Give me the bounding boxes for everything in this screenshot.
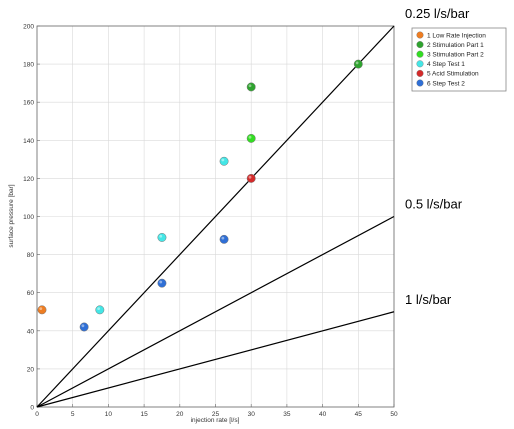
- y-tick-label: 100: [23, 214, 34, 221]
- legend-label: 5 Acid Stimulation: [427, 71, 479, 78]
- x-ticks: 0 5 10 15 20 25 30 35 40 45 50: [35, 404, 398, 418]
- legend-label: 4 Step Test 1: [427, 61, 465, 68]
- data-point: [157, 233, 167, 242]
- data-point: [246, 82, 256, 92]
- legend-box: [411, 27, 507, 92]
- x-tick-label: 15: [140, 411, 148, 418]
- data-points: [37, 59, 363, 332]
- x-tick-label: 25: [212, 411, 220, 418]
- reference-lines: 0.25 l/s/bar 0.5 l/s/bar 1 l/s/bar: [36, 6, 470, 408]
- reference-line-label: 0.5 l/s/bar: [405, 197, 463, 212]
- data-point-highlight: [221, 236, 225, 240]
- x-tick-label: 40: [319, 411, 327, 418]
- y-ticks: 0 20 40 60 80 100 120 140 160 180 200: [23, 24, 40, 412]
- y-tick-label: 180: [23, 62, 34, 69]
- data-point: [95, 305, 105, 315]
- legend-marker: [416, 69, 424, 77]
- x-tick-label: 35: [283, 411, 291, 418]
- data-point: [353, 59, 363, 69]
- legend: 1 Low Rate Injection 2 Stimulation Part 1…: [411, 27, 507, 92]
- y-tick-label: 200: [23, 24, 34, 31]
- reference-line-label: 1 l/s/bar: [405, 292, 452, 307]
- data-point-highlight: [81, 324, 85, 328]
- data-point: [157, 278, 167, 288]
- legend-marker: [416, 31, 424, 39]
- data-point: [37, 305, 47, 315]
- y-tick-label: 80: [27, 252, 35, 259]
- legend-label: 3 Stimulation Part 2: [427, 52, 484, 59]
- y-tick-label: 140: [23, 138, 34, 145]
- x-tick-label: 50: [390, 411, 398, 418]
- legend-label: 2 Stimulation Part 1: [427, 42, 484, 49]
- y-tick-label: 120: [23, 176, 34, 183]
- legend-label: 6 Step Test 2: [427, 80, 465, 87]
- data-point-highlight: [355, 61, 359, 65]
- legend-marker: [416, 41, 424, 49]
- y-tick-label: 160: [23, 100, 34, 107]
- reference-line: [36, 25, 395, 408]
- data-point: [79, 322, 89, 332]
- y-tick-label: 60: [27, 290, 35, 297]
- x-axis-label: injection rate [l/s]: [191, 417, 240, 424]
- x-tick-label: 30: [248, 411, 256, 418]
- data-point-highlight: [159, 234, 163, 238]
- data-point-highlight: [159, 280, 163, 284]
- x-tick-label: 0: [35, 411, 39, 418]
- reference-line: [36, 215, 395, 408]
- data-point: [219, 156, 229, 166]
- data-point-highlight: [221, 158, 225, 162]
- legend-marker: [416, 50, 424, 58]
- data-point: [246, 133, 256, 143]
- y-axis-label: surface pressure [bar]: [8, 184, 15, 247]
- data-point: [246, 173, 256, 183]
- data-point: [219, 234, 229, 244]
- x-tick-label: 20: [176, 411, 184, 418]
- x-tick-label: 10: [105, 411, 113, 418]
- x-tick-label: 45: [355, 411, 363, 418]
- data-point-highlight: [248, 135, 252, 139]
- legend-marker: [416, 79, 424, 87]
- reference-line-label: 0.25 l/s/bar: [405, 6, 470, 21]
- legend-label: 1 Low Rate Injection: [427, 32, 486, 39]
- data-point-highlight: [248, 175, 252, 179]
- data-point-highlight: [39, 307, 43, 311]
- reference-line: [36, 311, 395, 408]
- y-tick-label: 0: [30, 405, 34, 412]
- legend-marker: [416, 60, 424, 68]
- y-tick-label: 20: [27, 366, 35, 373]
- data-point-highlight: [248, 84, 252, 88]
- x-tick-label: 5: [71, 411, 75, 418]
- y-tick-label: 40: [27, 328, 35, 335]
- data-point-highlight: [97, 307, 101, 311]
